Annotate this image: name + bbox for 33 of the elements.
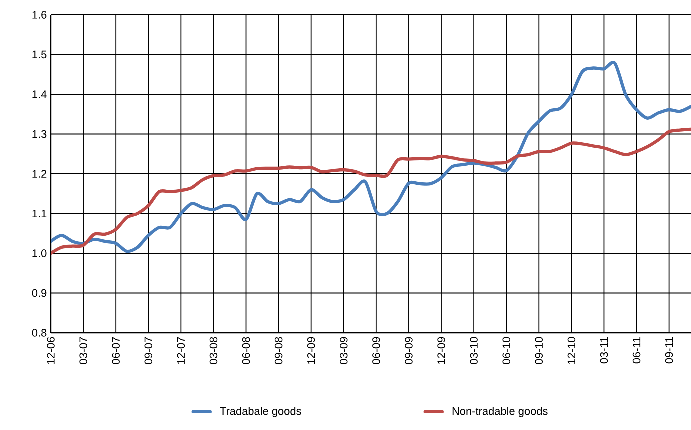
x-tick-label: 12-09: [307, 337, 316, 364]
x-tick-label: 09-08: [274, 337, 283, 364]
x-tick-label: 03-11: [600, 337, 608, 364]
x-tick-label: 09-11: [665, 337, 674, 364]
y-tick-label: 0.8: [32, 329, 47, 337]
x-tick-label: 09-10: [535, 337, 544, 364]
y-tick-label: 1.6: [32, 11, 47, 19]
y-tick-label: 1.4: [32, 90, 47, 98]
legend-label: Non-tradable goods: [452, 407, 548, 418]
legend-label: Tradabale goods: [220, 407, 302, 418]
y-tick-label: 1.5: [32, 50, 47, 59]
y-tick-label: 1.0: [32, 250, 47, 258]
x-tick-label: 03-09: [340, 337, 348, 364]
line-series: [51, 128, 691, 256]
x-tick-label: 12-09: [438, 337, 446, 364]
y-tick-label: 1.2: [32, 170, 47, 178]
x-tick-label: 09-09: [405, 337, 413, 364]
x-tick-label: 03-10: [470, 337, 478, 364]
x-tick-label: 06-11: [632, 337, 641, 364]
y-tick-label: 1.1: [32, 210, 47, 218]
x-tick-label: 06-10: [502, 337, 510, 364]
line-series: [51, 62, 691, 254]
x-tick-label: 09-07: [144, 337, 153, 364]
x-tick-label: 12-07: [177, 337, 186, 364]
x-tick-label: 03-07: [80, 337, 88, 364]
x-tick-label: 06-08: [242, 337, 250, 364]
x-tick-label: 12-10: [568, 337, 576, 364]
x-tick-label: 03-08: [210, 337, 218, 364]
x-tick-label: 06-09: [372, 337, 380, 364]
y-tick-label: 0.9: [32, 289, 47, 298]
x-tick-label: 12-06: [47, 337, 55, 364]
y-tick-label: 1.3: [32, 130, 47, 138]
x-tick-label: 06-07: [112, 337, 120, 364]
